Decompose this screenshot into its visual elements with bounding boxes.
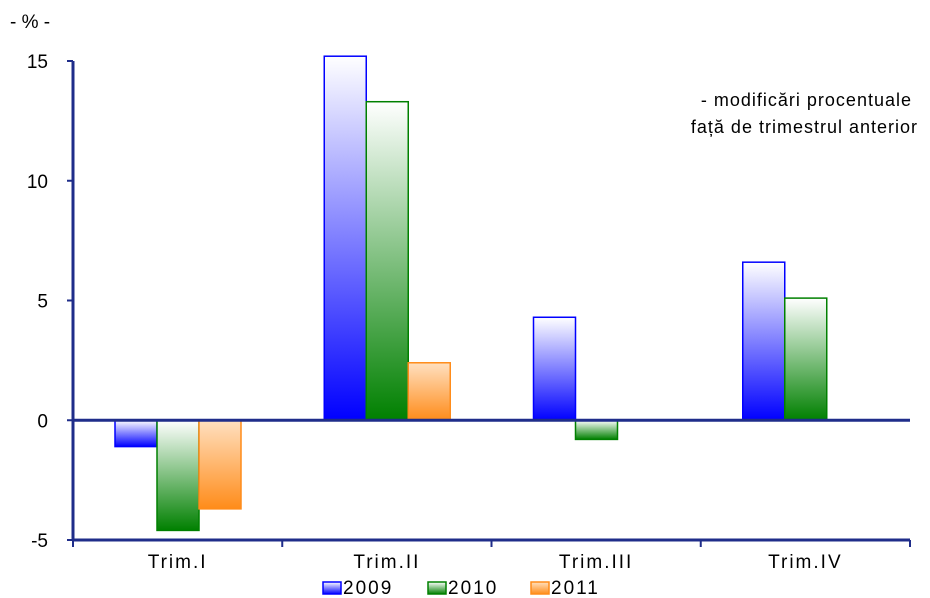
annotation-line-2: față de trimestrul anterior (691, 117, 918, 137)
x-axis-labels: Trim.I Trim.II Trim.III Trim.IV (148, 552, 843, 573)
bar-2011-Trim.I (198, 419, 242, 510)
y-tick-label: -5 (31, 531, 48, 552)
legend-swatch-2011 (530, 581, 550, 595)
y-unit-label: - % - (10, 12, 50, 33)
bar-2011-Trim.II (407, 362, 451, 421)
bar-2010-Trim.III (574, 419, 619, 441)
bar-2010-Trim.I (156, 419, 200, 532)
legend-label-2011: 2011 (551, 578, 600, 598)
y-tick-label: 10 (27, 172, 48, 193)
legend-swatch-2009 (322, 581, 342, 595)
bar-2010-Trim.II (365, 100, 409, 421)
legend-label-2010: 2010 (448, 578, 498, 598)
axes (71, 61, 911, 547)
y-tick-label: 0 (37, 411, 48, 432)
bar-2009-Trim.I (114, 419, 158, 448)
bar-2009-Trim.III (532, 316, 577, 422)
y-axis-ticks: -5 0 5 10 15 (27, 52, 73, 552)
annotation-line-1: - modificări procentuale (701, 90, 912, 110)
legend: 2009 2010 2011 (322, 578, 600, 598)
bar-2009-Trim.IV (742, 261, 786, 421)
x-category-label: Trim.III (559, 552, 633, 573)
legend-swatch-2010 (427, 581, 447, 595)
bar-2010-Trim.IV (784, 297, 828, 422)
annotation: - modificări procentuale față de trimest… (691, 90, 918, 137)
bar-2009-Trim.II (323, 55, 367, 422)
x-category-label: Trim.I (148, 552, 208, 573)
bars (114, 55, 828, 532)
x-category-label: Trim.II (353, 552, 420, 573)
y-tick-label: 15 (27, 52, 48, 73)
y-tick-label: 5 (37, 292, 48, 313)
x-category-label: Trim.IV (768, 552, 843, 573)
legend-label-2009: 2009 (343, 578, 393, 598)
